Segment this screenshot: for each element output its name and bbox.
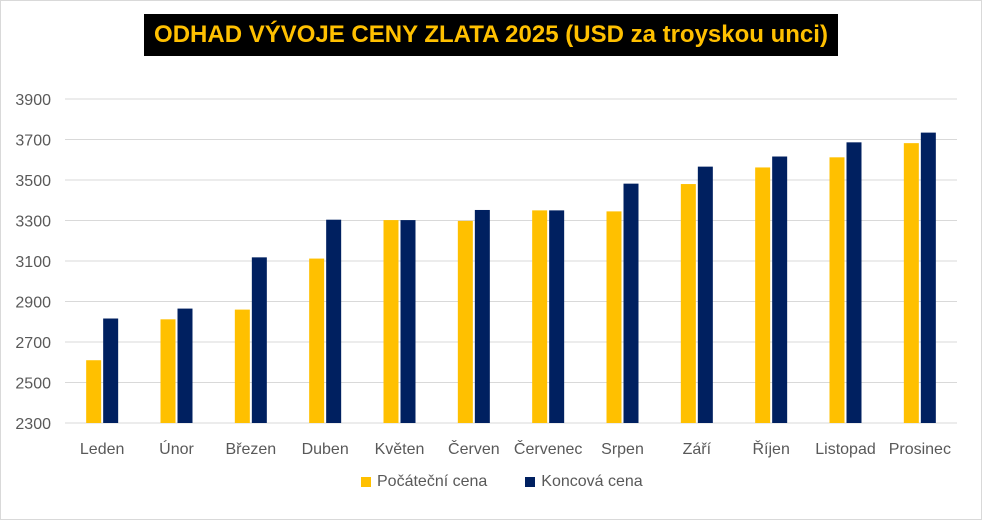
y-tick-label: 3300 [15,214,51,231]
x-tick-label: Říjen [752,439,789,458]
y-tick-label: 3500 [15,173,51,190]
bar-start-price [606,211,622,423]
y-tick-label: 2300 [15,416,51,433]
legend-swatch-start [361,477,371,487]
bar-start-price [160,319,176,423]
bar-start-price [680,184,696,423]
x-tick-label: Září [683,441,712,458]
bar-end-price [103,318,119,423]
bar-end-price [772,156,788,423]
bar-end-price [549,210,565,423]
x-tick-label: Květen [375,441,425,458]
y-tick-label: 2900 [15,295,51,312]
bar-end-price [251,257,267,423]
chart-legend: Počáteční cena Koncová cena [361,473,681,491]
legend-label-start: Počáteční cena [377,473,488,490]
chart-title: ODHAD VÝVOJE CENY ZLATA 2025 (USD za tro… [154,21,828,48]
bar-end-price [920,132,936,424]
y-tick-label: 2700 [15,335,51,352]
bar-end-price [846,142,862,423]
x-tick-label: Prosinec [889,441,951,458]
legend-item-start: Počáteční cena [361,473,487,491]
bar-start-price [383,220,399,423]
y-tick-label: 3900 [15,92,51,109]
chart-title-box: ODHAD VÝVOJE CENY ZLATA 2025 (USD za tro… [144,14,838,56]
bar-start-price [532,210,548,423]
x-tick-label: Červenec [514,439,582,458]
bar-end-price [697,166,713,423]
x-tick-label: Srpen [601,441,644,458]
y-tick-label: 3700 [15,133,51,150]
bar-start-price [903,143,919,423]
bar-start-price [755,167,771,423]
bar-start-price [234,309,250,423]
bar-start-price [309,258,325,423]
bar-start-price [457,220,473,423]
bar-end-price [474,209,490,423]
x-tick-label: Leden [80,441,125,458]
x-tick-label: Březen [225,441,276,458]
x-tick-label: Duben [302,441,349,458]
bar-end-price [177,308,193,423]
bar-start-price [86,360,102,423]
x-tick-label: Listopad [815,441,876,458]
x-tick-label: Únor [159,439,194,458]
bar-end-price [400,220,416,423]
y-tick-label: 3100 [15,254,51,271]
legend-label-end: Koncová cena [541,473,643,490]
bar-end-price [326,219,342,423]
bar-end-price [623,183,639,423]
x-tick-label: Červen [448,439,500,458]
bar-start-price [829,157,845,423]
y-tick-label: 2500 [15,376,51,393]
legend-item-end: Koncová cena [525,473,643,491]
legend-swatch-end [525,477,536,487]
